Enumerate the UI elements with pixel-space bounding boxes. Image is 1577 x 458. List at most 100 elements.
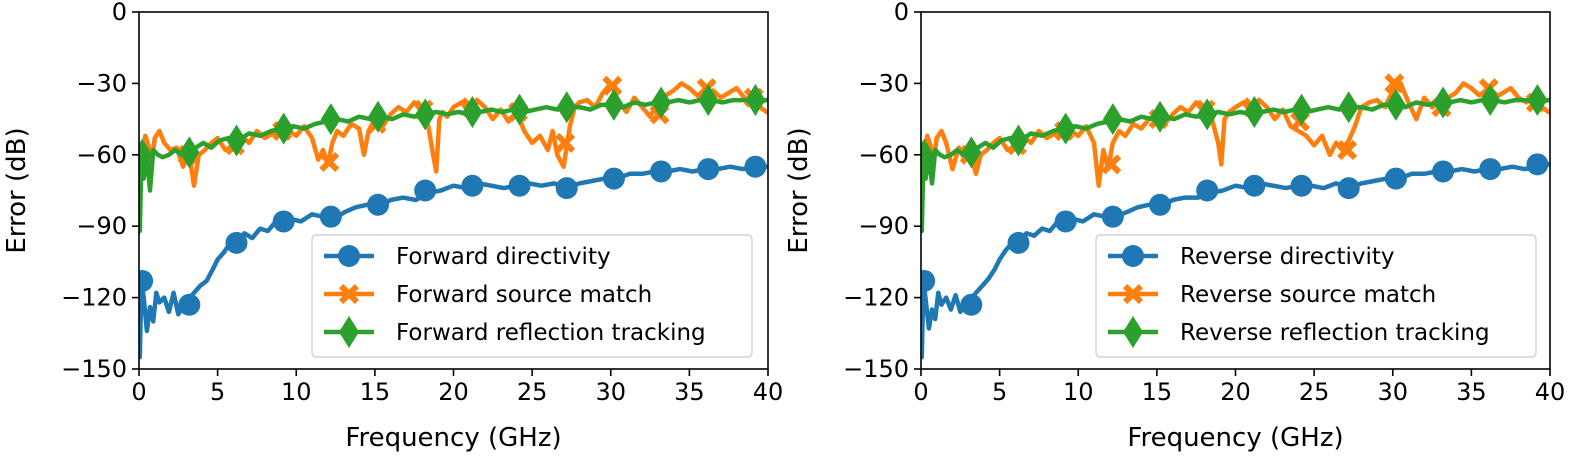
circle-marker (1432, 160, 1455, 183)
diamond-marker (1244, 95, 1265, 128)
diamond-marker (179, 136, 200, 169)
legend-reverse: Reverse directivity Reverse source match R… (1095, 234, 1537, 358)
circle-marker (1290, 174, 1313, 197)
circle-marker (225, 231, 248, 254)
y-axis-label: Error (dB) (2, 127, 32, 253)
circle-marker (960, 293, 983, 316)
x-tick-label: 0 (131, 378, 146, 406)
series-markers-reflection-tracking (921, 84, 1548, 171)
circle-marker (744, 155, 767, 178)
y-tick-label: −30 (858, 69, 909, 97)
circle-marker (1479, 158, 1502, 181)
y-tick-label: −60 (76, 141, 127, 169)
series-line-reflection-tracking (921, 97, 1550, 234)
y-tick-label: 0 (894, 0, 909, 26)
diamond-marker (139, 138, 153, 171)
diamond-marker (1385, 88, 1406, 121)
x-axis-label: Frequency (GHz) (345, 423, 561, 453)
x-tick-label: 10 (281, 378, 312, 406)
circle-marker (1384, 167, 1407, 190)
series-markers-source-match (921, 73, 1546, 175)
diamond-marker (1150, 100, 1171, 133)
x-tick-label: 30 (1377, 378, 1408, 406)
circle-marker (272, 210, 295, 233)
x-tick-label: 15 (360, 378, 391, 406)
chart-panel-reverse: 0 5 10 15 20 25 30 35 40 0 −30 −60 −90 −120 −150 Freque… (784, 0, 1565, 453)
diamond-marker (462, 95, 483, 128)
legend-entry-label: Forward directivity (396, 244, 611, 270)
y-tick-label: −150 (61, 355, 127, 383)
diamond-marker (1433, 86, 1454, 119)
diamond-marker (1338, 91, 1359, 124)
circle-marker (697, 158, 720, 181)
x-tick-label: 15 (1142, 378, 1173, 406)
y-tick-label: −90 (858, 212, 909, 240)
diamond-marker (1291, 93, 1312, 126)
legend-entry-label: Reverse source match (1180, 282, 1436, 308)
circle-marker (650, 160, 673, 183)
chart-panel-forward: 0 5 10 15 20 25 30 35 40 0 −30 −60 −90 −120 −150 Freque… (2, 0, 783, 453)
circle-marker (508, 174, 531, 197)
circle-marker (1337, 177, 1360, 200)
legend-x-marker (339, 284, 359, 304)
y-tick-label: −30 (76, 69, 127, 97)
series-line-directivity (139, 164, 768, 360)
x-tick-label: 25 (1299, 378, 1330, 406)
legend-box (1095, 234, 1537, 358)
circle-marker (1243, 174, 1266, 197)
legend-diamond-marker (339, 316, 359, 348)
x-tick-label: 5 (992, 378, 1007, 406)
circle-marker (602, 167, 625, 190)
x-axis-label: Frequency (GHz) (1127, 423, 1343, 453)
legend-forward: Forward directivity Forward source match F… (311, 234, 753, 358)
circle-marker (1526, 153, 1549, 176)
series-markers-source-match (139, 75, 764, 172)
diamond-marker (603, 88, 624, 121)
y-tick-label: −120 (843, 284, 909, 312)
x-tick-label: 35 (1456, 378, 1487, 406)
x-tick-label: 40 (753, 378, 784, 406)
y-tick-label: −60 (858, 141, 909, 169)
diamond-marker (1008, 124, 1029, 157)
circle-marker (461, 174, 484, 197)
circle-marker (1007, 231, 1030, 254)
circle-marker (921, 269, 936, 292)
diamond-marker (415, 98, 436, 131)
diamond-marker (651, 86, 672, 119)
series-line-directivity (921, 162, 1550, 360)
legend-entry-label: Forward source match (396, 282, 652, 308)
circle-marker (1196, 179, 1219, 202)
series-markers-reflection-tracking (139, 84, 766, 171)
x-marker (555, 132, 576, 153)
legend-x-marker (1123, 284, 1143, 304)
circle-marker (319, 205, 342, 228)
legend-circle-marker (1122, 245, 1144, 267)
y-axis-label: Error (dB) (784, 127, 814, 253)
legend-circle-marker (338, 245, 360, 267)
circle-marker (139, 269, 154, 292)
x-tick-label: 35 (674, 378, 705, 406)
circle-marker (1054, 210, 1077, 233)
plot-area-reverse (921, 73, 1550, 360)
series-markers-directivity (921, 153, 1549, 316)
circle-marker (178, 293, 201, 316)
legend-diamond-marker (1123, 316, 1143, 348)
diamond-marker (226, 124, 247, 157)
circle-marker (1149, 193, 1172, 216)
x-marker (602, 75, 623, 96)
diamond-marker (698, 84, 719, 117)
diamond-marker (368, 100, 389, 133)
x-tick-label: 25 (517, 378, 548, 406)
x-tick-label: 20 (1220, 378, 1251, 406)
y-tick-label: −150 (843, 355, 909, 383)
diamond-marker (320, 103, 341, 136)
diamond-marker (921, 138, 935, 171)
diamond-marker (745, 84, 766, 117)
legend-box (311, 234, 753, 358)
x-marker (1384, 73, 1405, 94)
circle-marker (367, 193, 390, 216)
legend-entry-label: Forward reflection tracking (396, 320, 706, 346)
plot-area-forward (139, 75, 768, 360)
y-tick-label: −120 (61, 284, 127, 312)
